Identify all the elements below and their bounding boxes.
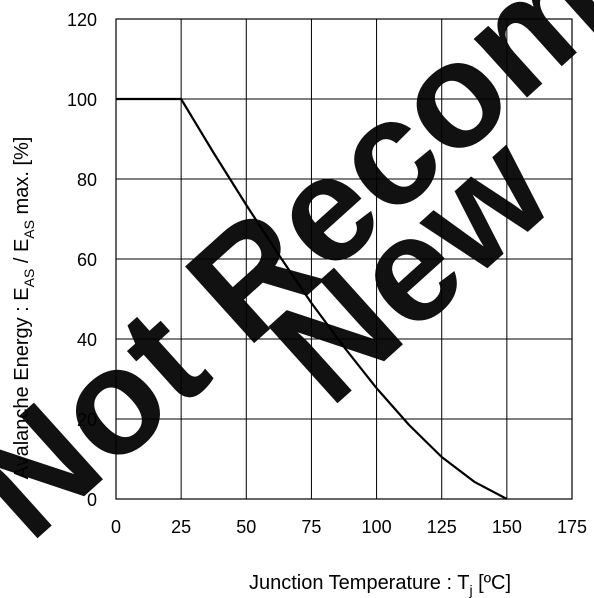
y-tick-label: 120	[67, 10, 97, 30]
x-tick-label: 75	[301, 517, 321, 537]
y-tick-label: 20	[77, 410, 97, 430]
series-line	[116, 97, 508, 500]
x-tick-label: 125	[427, 517, 457, 537]
x-tick-label: 50	[236, 517, 256, 537]
x-tick-label: 175	[557, 517, 587, 537]
y-tick-label: 0	[87, 490, 97, 510]
y-tick-label: 100	[67, 90, 97, 110]
y-axis-title: Avalanche Energy : EAS / EAS max. [%]	[11, 137, 37, 480]
tick-labels: 0 25 50 75 100 125 150 175 0 20 40 60 80 100 120	[67, 10, 587, 537]
x-tick-label: 100	[362, 517, 392, 537]
watermark: Not Recommended New	[0, 0, 594, 569]
x-tick-label: 150	[492, 517, 522, 537]
y-tick-label: 40	[77, 330, 97, 350]
plot-frame	[115, 18, 573, 500]
series-layer	[116, 97, 508, 500]
y-tick-label: 60	[77, 250, 97, 270]
grid	[115, 18, 573, 500]
x-tick-label: 0	[111, 517, 121, 537]
x-axis-title: Junction Temperature : Tj [ºC]	[249, 572, 511, 598]
x-tick-label: 25	[171, 517, 191, 537]
y-tick-label: 80	[77, 170, 97, 190]
